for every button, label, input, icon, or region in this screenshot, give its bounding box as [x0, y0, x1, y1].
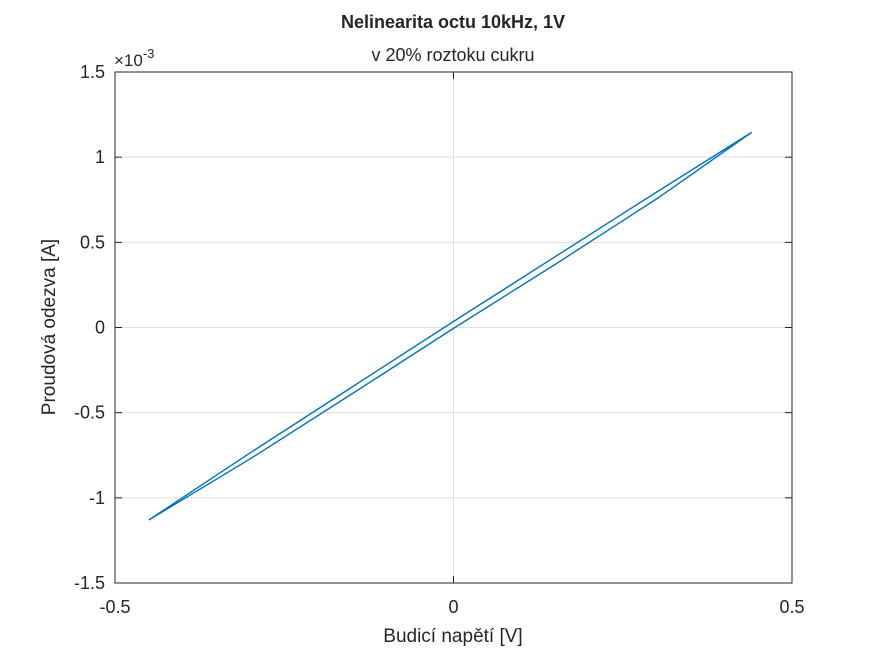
y-axis-label: Proudová odezva [A]	[39, 239, 60, 415]
y-tick-label: 0	[95, 318, 105, 338]
x-tick-label: -0.5	[99, 597, 130, 617]
x-tick-label: 0.5	[779, 597, 804, 617]
y-tick-label: -1	[89, 488, 105, 508]
y-tick-label: 1.5	[80, 62, 105, 82]
y-exponent-base: ×10	[114, 51, 143, 70]
chart-title: Nelinearita octu 10kHz, 1V	[341, 12, 565, 32]
y-tick-label: 0.5	[80, 232, 105, 252]
y-tick-label: 1	[95, 147, 105, 167]
y-exponent-power: -3	[143, 46, 155, 61]
chart-subtitle: v 20% roztoku cukru	[371, 45, 534, 65]
y-tick-label: -1.5	[74, 573, 105, 593]
x-tick-label: 0	[448, 597, 458, 617]
series-line	[148, 131, 753, 521]
x-axis-label: Budicí napětí [V]	[383, 626, 522, 647]
ticks: -0.5 0 0.5 -1.5 -1 -0.5 0 0.5 1 1.5	[74, 62, 805, 617]
y-exponent-label: ×10-3	[114, 46, 154, 70]
y-tick-label: -0.5	[74, 403, 105, 423]
series-layer	[148, 131, 753, 521]
